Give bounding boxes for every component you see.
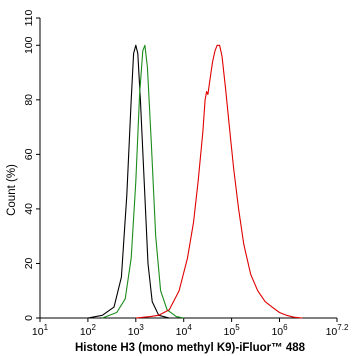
y-tick-label: 20 xyxy=(23,257,35,269)
x-axis-title: Histone H3 (mono methyl K9)-iFluor™ 488 xyxy=(75,342,306,354)
x-tick-base: 10 xyxy=(224,326,236,338)
y-tick-label: 80 xyxy=(23,94,35,106)
y-tick-label: 110 xyxy=(23,9,35,26)
x-tick-base: 10 xyxy=(176,326,188,338)
y-axis-title: Count (%) xyxy=(6,164,18,216)
y-axis-ticks: 0 20 40 60 80 100 110 xyxy=(23,9,40,321)
x-tick-label: 101 xyxy=(32,323,49,338)
x-tick-exponent: 1 xyxy=(44,323,49,332)
x-axis-ticks: 101 102 103 104 105 106 107.2 xyxy=(32,318,349,338)
x-tick-exponent: 6 xyxy=(283,323,288,332)
y-tick-label: 100 xyxy=(23,36,35,54)
y-tick-label: 60 xyxy=(23,148,35,160)
series-line-0 xyxy=(87,44,170,319)
x-tick-label: 104 xyxy=(176,323,193,338)
x-tick-base: 10 xyxy=(32,326,44,338)
y-tick-label: 40 xyxy=(23,203,35,215)
x-tick-exponent: 3 xyxy=(139,323,144,332)
x-tick-label: 107.2 xyxy=(326,323,349,338)
x-tick-exponent: 5 xyxy=(235,323,240,332)
x-tick-exponent: 4 xyxy=(187,323,192,332)
y-tick-label: 0 xyxy=(23,315,35,321)
x-tick-base: 10 xyxy=(326,326,338,338)
x-tick-exponent: 7.2 xyxy=(337,323,349,332)
x-tick-label: 102 xyxy=(80,323,97,338)
x-tick-label: 103 xyxy=(128,323,145,338)
series-lines xyxy=(87,44,303,319)
x-tick-label: 105 xyxy=(224,323,241,338)
x-tick-base: 10 xyxy=(271,326,283,338)
series-line-1 xyxy=(102,44,184,319)
x-tick-base: 10 xyxy=(128,326,140,338)
x-tick-base: 10 xyxy=(80,326,92,338)
series-line-2 xyxy=(135,44,303,319)
x-tick-label: 106 xyxy=(271,323,288,338)
x-tick-exponent: 2 xyxy=(92,323,97,332)
